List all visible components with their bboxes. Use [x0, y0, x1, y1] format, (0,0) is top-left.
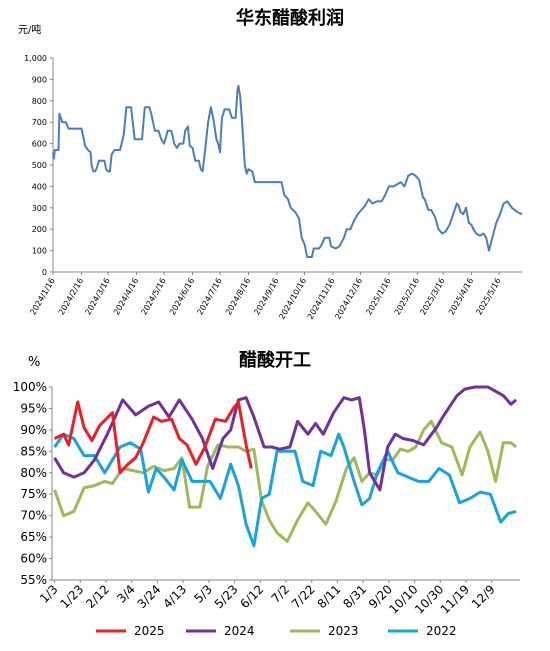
legend-label-2023: 2023 [328, 624, 359, 638]
rate-x-tick-label: 11/19 [438, 582, 472, 616]
rate-series-2025 [53, 400, 253, 475]
rate-y-tick-label: 85% [20, 444, 47, 458]
profit-y-tick-label: 200 [32, 225, 47, 234]
rate-x-tick-label: 3/24 [135, 582, 164, 611]
rate-y-tick-label: 55% [20, 573, 47, 587]
rate-x-tick-label: 5/23 [212, 582, 241, 611]
profit-series [52, 84, 523, 258]
legend-label-2022: 2022 [426, 624, 457, 638]
operating-rate-chart-title: 醋酸开工 [239, 349, 311, 371]
profit-y-tick-label: 600 [32, 140, 47, 149]
profit-y-tick-label: 800 [32, 97, 47, 106]
rate-y-tick-label: 65% [20, 530, 47, 544]
profit-y-tick-label: 400 [32, 182, 47, 191]
profit-chart: 华东醋酸利润 元/吨 0 100 200 300 400 500 600 700 800 900 1… [18, 7, 523, 321]
rate-y-tick-label: 80% [20, 466, 47, 480]
profit-x-tick-label: 2024/4/16 [112, 277, 140, 317]
rate-y-tick-label: 60% [20, 552, 47, 566]
rate-x-tick-label: 2/12 [83, 582, 112, 611]
rate-series-2023 [53, 419, 518, 543]
rate-y-tick-label: 75% [20, 487, 47, 501]
rate-x-tick-label: 7/22 [289, 582, 318, 611]
legend-label-2024: 2024 [224, 624, 255, 638]
profit-x-tick-label: 2025/4/16 [447, 276, 475, 316]
profit-y-tick-label: 100 [32, 247, 47, 256]
rate-x-tick-label: 6/12 [237, 582, 266, 611]
profit-y-ticks: 0 100 200 300 400 500 600 700 800 900 1,000 [24, 54, 53, 277]
rate-x-tick-label: 1/23 [57, 582, 86, 611]
rate-y-tick-label: 70% [20, 509, 47, 523]
rate-series-2024 [53, 385, 518, 492]
profit-x-tick-label: 2024/9/16 [252, 277, 280, 317]
profit-series-line [52, 84, 523, 258]
profit-x-tick-label: 2024/2/16 [57, 277, 85, 317]
operating-rate-unit: % [28, 355, 40, 370]
rate-x-tick-label: 4/13 [160, 582, 189, 611]
profit-x-tick-label: 2024/8/16 [224, 277, 252, 317]
profit-y-tick-label: 900 [32, 75, 47, 84]
profit-x-tick-label: 2024/7/16 [195, 277, 223, 317]
profit-y-tick-label: 0 [42, 268, 47, 277]
profit-x-tick-label: 2024/6/16 [168, 277, 196, 317]
rate-series-2022 [53, 432, 517, 548]
operating-rate-chart: 醋酸开工 % 55% 60% 65% 70% 75% 80% 85% 90% 95% 100% 1… [13, 349, 520, 638]
profit-x-tick-label: 2024/11/16 [306, 277, 337, 321]
profit-x-tick-label: 2025/3/16 [418, 277, 446, 317]
profit-x-tick-label: 2024/12/16 [333, 277, 364, 321]
rate-x-tick-label: 8/11 [315, 582, 344, 611]
profit-x-tick-label: 2025/1/16 [364, 277, 392, 317]
rate-y-tick-label: 100% [13, 380, 47, 394]
rate-y-tick-label: 95% [20, 401, 47, 415]
profit-y-tick-label: 1,000 [24, 54, 47, 63]
legend-label-2025: 2025 [134, 624, 165, 638]
rate-y-tick-label: 90% [20, 423, 47, 437]
profit-x-tick-label: 2024/10/16 [277, 277, 308, 321]
profit-x-tick-label: 2025/5/16 [474, 277, 502, 317]
rate-legend: 2025 2024 2023 2022 [96, 624, 457, 638]
profit-y-tick-label: 300 [32, 204, 47, 213]
rate-y-ticks: 55% 60% 65% 70% 75% 80% 85% 90% 95% 100% [13, 380, 52, 587]
profit-x-tick-label: 2025/2/16 [393, 277, 421, 317]
profit-x-tick-label: 2024/1/16 [28, 277, 56, 317]
rate-x-tick-label: 12/9 [469, 582, 498, 611]
profit-y-tick-label: 500 [32, 161, 47, 170]
profit-y-tick-label: 700 [32, 118, 47, 127]
rate-x-ticks: 1/31/232/12 3/43/244/13 5/35/236/12 7/27/22… [37, 580, 498, 617]
rate-series [53, 385, 518, 548]
profit-chart-title: 华东醋酸利润 [236, 7, 344, 29]
profit-chart-unit: 元/吨 [18, 23, 41, 36]
rate-x-tick-label: 8/31 [340, 582, 369, 611]
profit-x-tick-label: 2024/3/16 [83, 277, 111, 317]
profit-x-tick-label: 2024/5/16 [139, 277, 167, 317]
